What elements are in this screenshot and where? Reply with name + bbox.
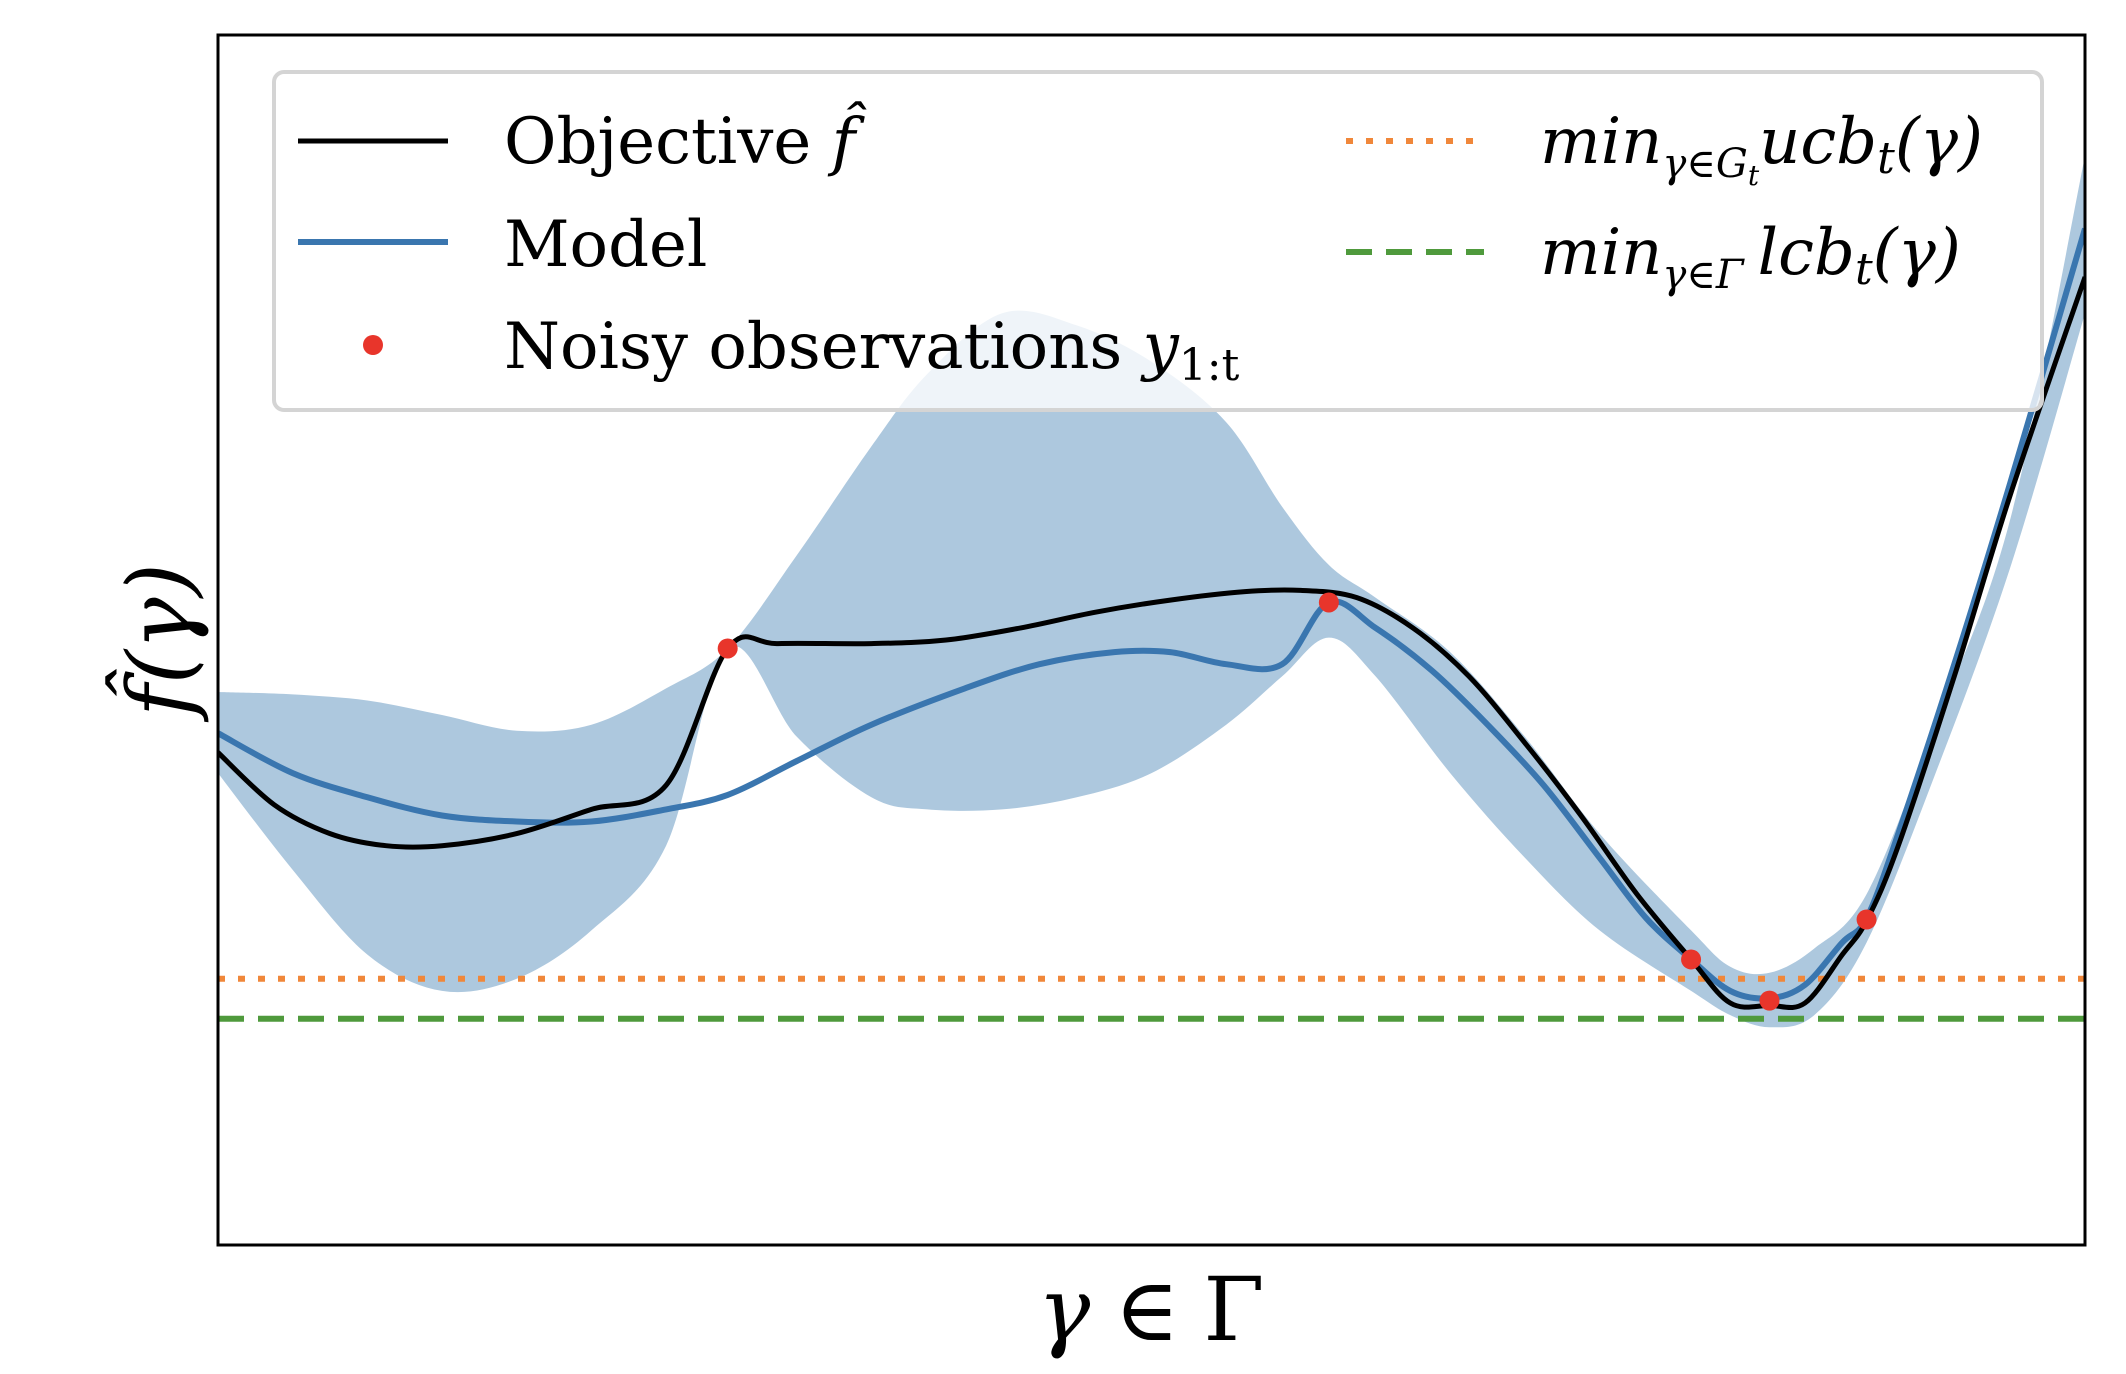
observation-point xyxy=(1318,592,1339,613)
x-axis-label: γ ∈ Γ xyxy=(1038,1258,1265,1361)
axes-frame xyxy=(216,33,2087,1247)
plot-layer xyxy=(218,156,2085,1028)
plot-area xyxy=(218,156,2085,1028)
legend-obs-marker xyxy=(363,335,383,355)
confidence-band xyxy=(218,156,2085,1028)
legend-ucb-label: minγ∈Gtucbt(γ) xyxy=(1540,105,1983,192)
y-axis-label: f̂(γ) xyxy=(105,563,211,723)
legend-obs-label: Noisy observations y1:t xyxy=(504,310,1240,391)
legend-lcb-label: minγ∈Γ lcbt(γ) xyxy=(1540,216,1961,298)
legend-model-label: Model xyxy=(504,208,707,282)
observation-point xyxy=(1759,990,1780,1011)
legend-objective-label: Objective f̂ xyxy=(504,102,867,179)
observation-point xyxy=(1856,909,1877,930)
legend-box xyxy=(272,70,2044,412)
observation-point xyxy=(717,638,738,659)
observation-point xyxy=(1681,949,1702,970)
legend: Objective f̂ Model Noisy observations y1… xyxy=(272,70,2044,412)
